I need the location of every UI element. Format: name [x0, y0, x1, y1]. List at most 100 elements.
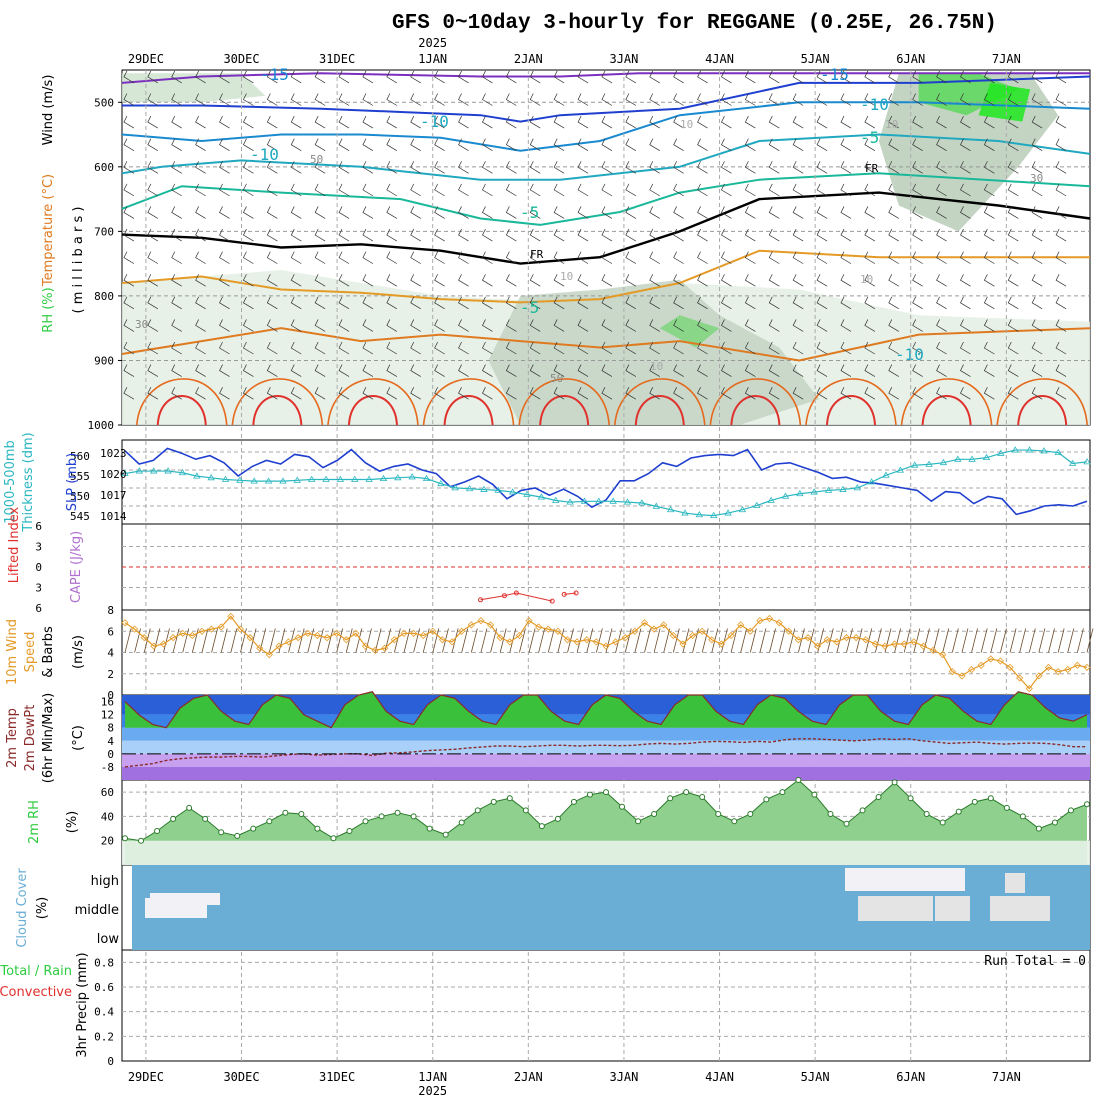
- wind10m-marker: [967, 665, 976, 674]
- date-label-top: 7JAN: [992, 52, 1021, 66]
- wind10m-marker: [477, 617, 485, 625]
- wind-barb: [649, 206, 660, 219]
- wind-barb: [242, 251, 254, 264]
- wind-barb: [195, 274, 206, 287]
- wind-barb: [410, 274, 421, 287]
- wind-barb: [482, 364, 493, 377]
- wind-barb: [458, 274, 469, 287]
- wind-barb: [123, 70, 135, 84]
- wind10m-marker: [1035, 672, 1043, 680]
- wind-barb: [577, 183, 589, 197]
- date-label-bottom: 7JAN: [992, 1070, 1021, 1084]
- wind-barb: [744, 319, 756, 332]
- rh2m-marker: [667, 795, 674, 802]
- rh2m-marker: [362, 818, 369, 825]
- wind-barb-10m: [336, 628, 344, 653]
- panel-frame-precip: [121, 949, 1091, 1062]
- wind-barb: [983, 228, 995, 242]
- wind-barb: [386, 341, 398, 355]
- wind-barb: [314, 228, 326, 242]
- wind-barb: [936, 387, 947, 400]
- date-label-top: 4JAN: [705, 52, 734, 66]
- wind-barb: [386, 70, 398, 84]
- date-label-bottom: 5JAN: [801, 1070, 830, 1084]
- wind-barb: [673, 183, 684, 197]
- wind10m-marker: [506, 638, 514, 646]
- wind-barb: [362, 251, 374, 264]
- wind-barb: [242, 115, 254, 129]
- wind-barb: [529, 387, 541, 400]
- wind-barb: [290, 93, 302, 106]
- wind-barb: [625, 115, 637, 129]
- wind-barb: [482, 228, 493, 242]
- wind-barb: [888, 70, 899, 84]
- wind10m-marker: [640, 619, 649, 627]
- thickness-marker: [997, 449, 1005, 456]
- thickness-marker: [666, 505, 675, 513]
- wind-barb: [1031, 387, 1043, 400]
- wind-barb: [768, 70, 780, 84]
- wind10m-marker: [612, 638, 620, 646]
- rh2m-marker: [410, 813, 417, 820]
- thickness-marker: [753, 501, 761, 508]
- wind-barb: [290, 161, 302, 174]
- wind-barb: [792, 206, 804, 219]
- wind-barb-10m: [961, 628, 969, 653]
- wind-barb: [482, 296, 493, 310]
- wind-barb: [482, 138, 493, 151]
- cloud-gap-3: [1005, 873, 1025, 893]
- wind-barb: [1031, 93, 1043, 106]
- date-label-bottom: 2JAN: [514, 1070, 543, 1084]
- wind-barb-10m: [191, 628, 199, 653]
- wind-barb: [338, 296, 350, 310]
- wind-barb: [505, 387, 517, 400]
- wind-barb: [171, 115, 182, 129]
- wind-barb: [840, 93, 852, 106]
- wind-barb: [219, 138, 230, 151]
- rh2m-marker: [699, 794, 706, 800]
- thickness-marker: [781, 492, 790, 499]
- wind10m-marker: [689, 631, 697, 640]
- wind-barb: [912, 183, 923, 197]
- wind-barb: [697, 93, 708, 106]
- wind10m-marker: [313, 631, 321, 640]
- rh2m-marker: [715, 811, 722, 817]
- wind-barb: [936, 115, 947, 129]
- rh2m-marker: [314, 825, 321, 832]
- wind-barb: [386, 319, 398, 332]
- wind-barb: [1055, 228, 1067, 242]
- wind-barb-10m: [951, 628, 959, 653]
- wind10m-marker: [227, 612, 235, 620]
- wind-barb-10m: [971, 628, 978, 653]
- wind-barb: [1031, 341, 1043, 355]
- wind10m-marker: [958, 672, 966, 680]
- thickness-marker: [867, 478, 876, 485]
- thickness-marker: [221, 475, 230, 482]
- wind10m-marker: [265, 651, 273, 659]
- wind-barb: [697, 251, 708, 264]
- wind10m-marker: [592, 638, 600, 646]
- wind10m-marker: [669, 631, 677, 640]
- rh2m-marker: [378, 813, 385, 820]
- temp-contour-4: [121, 172, 1091, 226]
- date-label-bottom: 3JAN: [609, 1070, 638, 1084]
- wind-barb: [649, 93, 660, 106]
- wind-barb: [195, 93, 206, 106]
- wind-barb: [1031, 115, 1043, 129]
- thickness-marker: [1025, 446, 1034, 453]
- ylabel-precip-b: Convective: [0, 985, 72, 1000]
- wind-barb-10m: [701, 628, 709, 653]
- wind-barb: [792, 296, 804, 310]
- wind-barb: [505, 138, 517, 151]
- ylabel-rh2m-unit: (%): [65, 811, 80, 834]
- wind-barb: [1031, 70, 1043, 84]
- wind-barb: [386, 228, 398, 242]
- temp-contour-0: [121, 72, 1090, 84]
- wind10m-marker: [381, 644, 389, 652]
- wind-barb: [816, 251, 828, 264]
- wind-barb: [577, 115, 589, 129]
- wind-barb: [768, 274, 780, 287]
- wind10m-marker: [660, 621, 668, 629]
- wind-barb: [864, 341, 876, 355]
- rh2m-marker: [795, 777, 802, 783]
